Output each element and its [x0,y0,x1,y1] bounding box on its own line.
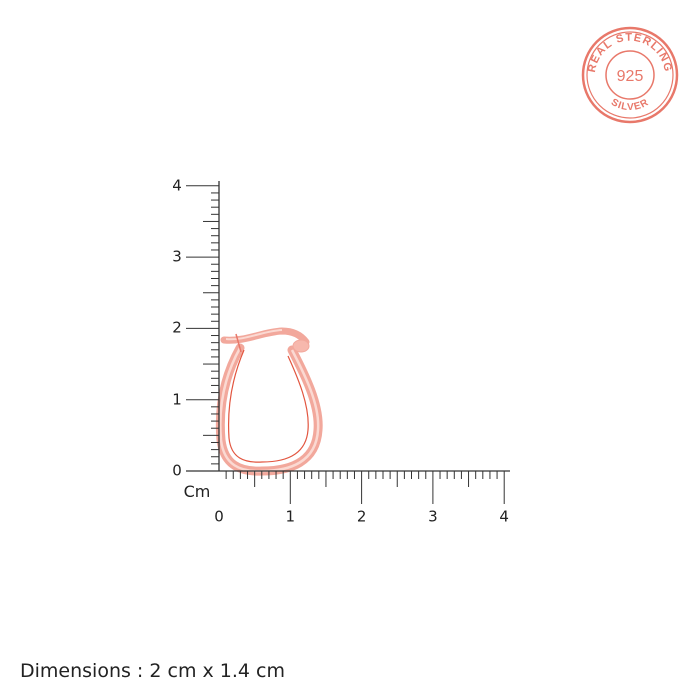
sterling-silver-seal: REAL STERLING SILVER 925 [581,26,679,124]
x-tick-label: 0 [214,507,224,526]
earring-image [215,327,323,476]
y-tick-label: 2 [172,318,182,337]
y-tick-label: 4 [172,176,182,195]
x-tick-label: 4 [499,507,509,526]
y-tick-label: 3 [172,247,182,266]
svg-text:925: 925 [617,68,644,85]
y-tick-label: 0 [172,461,182,480]
dimensions-text: Dimensions : 2 cm x 1.4 cm [20,660,285,682]
y-tick-label: 1 [172,390,182,409]
x-tick-label: 3 [428,507,438,526]
ruler-unit-label: Cm [183,482,211,501]
x-tick-label: 2 [356,507,367,526]
svg-text:SILVER: SILVER [609,97,651,113]
ruler [186,181,510,504]
x-tick-label: 1 [285,507,296,526]
